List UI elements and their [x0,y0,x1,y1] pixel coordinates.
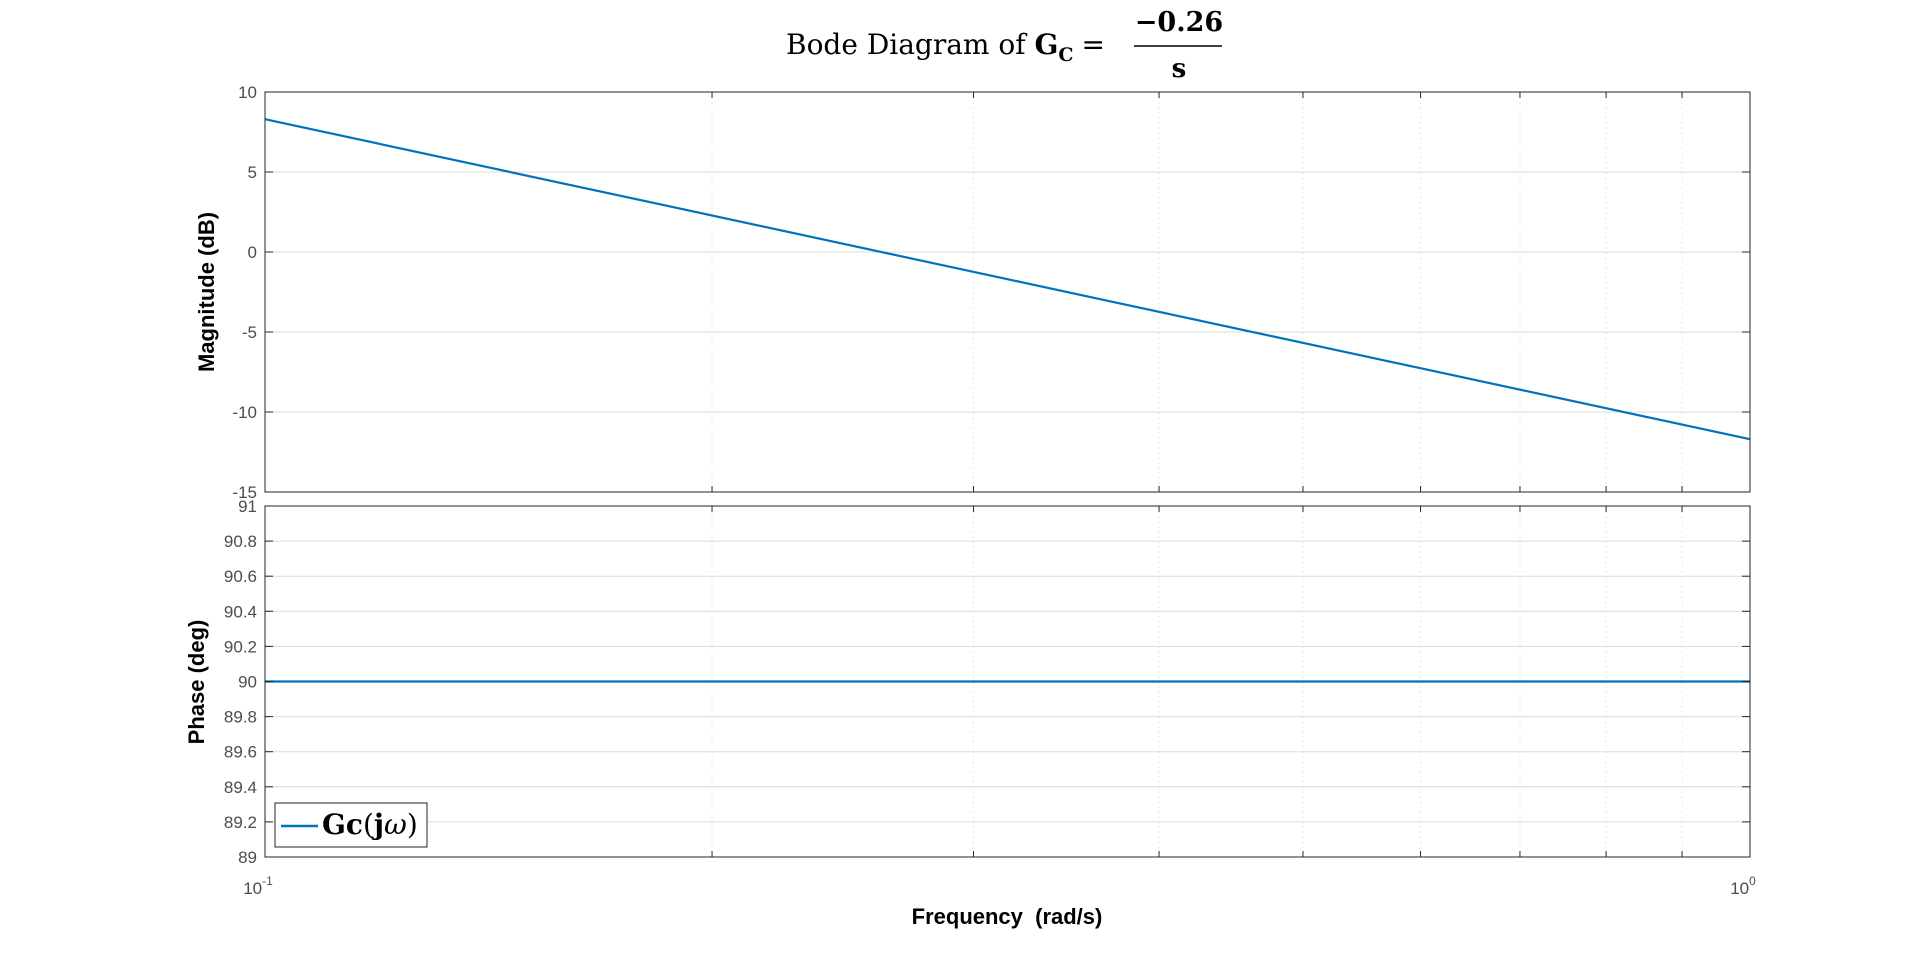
title-numerator: −0.26 [1135,7,1223,38]
phase-y-tick-label: 90.2 [224,637,257,656]
chart-title: Bode Diagram of GC = −0.26 s [786,7,1223,84]
legend-label-omega: ω [384,808,407,841]
title-equals: = [1082,28,1105,61]
phase-y-tick-label: 89.4 [224,778,257,797]
magnitude-plot: 10 5 0 -5 -10 -15 Magnitude (dB) [194,83,1751,502]
x-tick-label-max: 100 [1730,874,1756,898]
legend-label-base: Gc [322,808,363,841]
magnitude-y-ticks: 10 5 0 -5 -10 -15 [232,83,1750,502]
magnitude-ylabel: Magnitude (dB) [194,212,219,372]
magnitude-axes-box [264,91,1751,493]
legend-label-j: j [371,808,384,841]
magnitude-series-line [264,118,1751,441]
magnitude-y-tick-label: 0 [248,243,257,262]
x-axis-label: Frequency (rad/s) [912,904,1103,929]
legend: Gc(jω) [274,802,428,848]
legend-label: Gc(jω) [322,808,418,841]
phase-ylabel: Phase (deg) [184,620,209,745]
legend-label-close: ) [407,808,418,841]
title-subscript: C [1058,44,1073,66]
phase-plot: 91 90.8 90.6 90.4 90.2 90 89.8 89.6 89.4 89.2 89 P… [184,497,1751,867]
x-tick-label-min: 10-1 [243,874,273,898]
title-prefix: Bode Diagram of [786,28,1035,61]
svg-text:Bode Diagram of GC=: Bode Diagram of GC = [786,28,1105,66]
magnitude-y-tick-label: 5 [248,163,257,182]
legend-label-open: ( [363,808,374,841]
magnitude-y-tick-label: -10 [232,403,257,422]
title-symbol: G [1035,28,1059,61]
phase-y-tick-label: 89.8 [224,708,257,727]
phase-y-tick-label: 89.2 [224,813,257,832]
phase-y-tick-label: 90.6 [224,567,257,586]
phase-y-tick-label: 89.6 [224,743,257,762]
magnitude-y-tick-label: -5 [242,323,257,342]
magnitude-series [264,118,1751,441]
magnitude-y-tick-label: 10 [238,83,257,102]
x-tick-labels: 10-1 100 [243,874,1756,898]
phase-y-tick-label: 91 [238,497,257,516]
title-denominator: s [1172,54,1187,84]
phase-y-tick-label: 90 [238,673,257,692]
phase-y-tick-label: 89 [238,848,257,867]
magnitude-plot-area [265,92,1750,492]
phase-y-tick-label: 90.8 [224,532,257,551]
magnitude-y-tick-label: -15 [232,483,257,502]
phase-y-tick-label: 90.4 [224,602,257,621]
phase-y-ticks: 91 90.8 90.6 90.4 90.2 90 89.8 89.6 89.4 89.2 89 [224,497,1750,867]
